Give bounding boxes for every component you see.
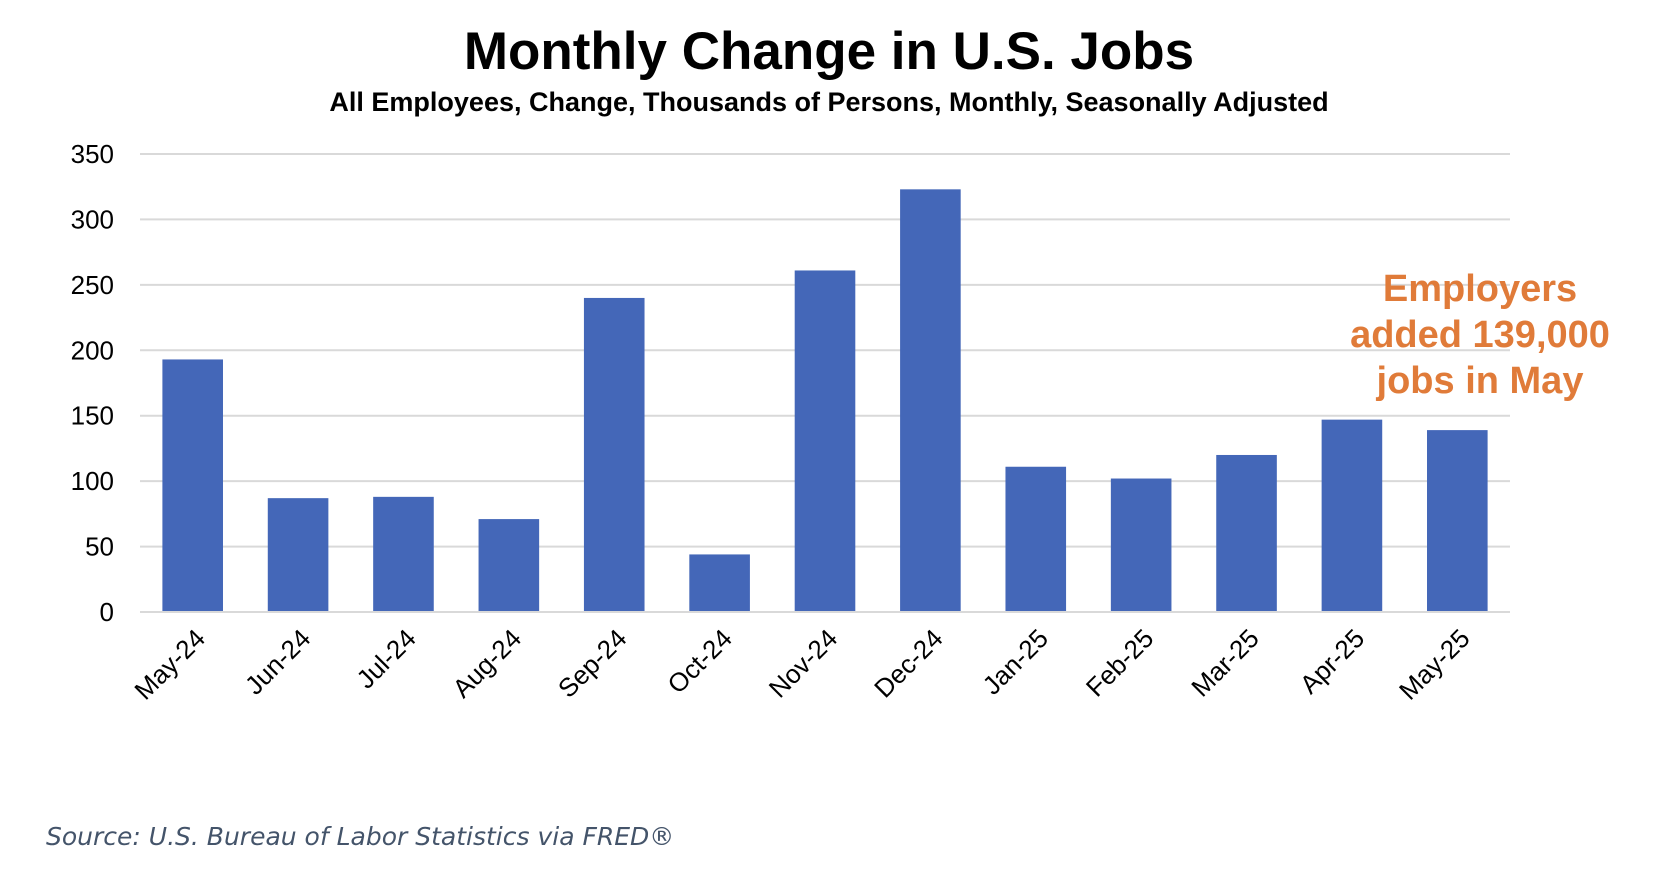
bar [162,359,223,612]
x-tick-label: Aug-24 [447,623,527,703]
x-tick-label: Jun-24 [239,623,316,700]
x-tick-label: Apr-25 [1294,623,1370,699]
y-tick-label: 350 [71,139,114,169]
bar [1216,454,1277,612]
x-tick-label: Sep-24 [552,623,632,703]
chart-title: Monthly Change in U.S. Jobs [463,22,1195,81]
chart-subtitle: All Employees, Change, Thousands of Pers… [329,87,1329,117]
x-tick-label: Jan-25 [977,623,1054,700]
chart-annotation: Employers added 139,000 jobs in May [1300,266,1658,404]
bar [1110,478,1172,612]
x-tick-label: Mar-25 [1185,623,1264,702]
annotation-line-2: added 139,000 [1350,314,1610,356]
y-tick-label: 100 [71,466,114,496]
bar [794,270,856,612]
source-note: Source: U.S. Bureau of Labor Statistics … [46,822,675,851]
x-tick-label: May-24 [128,623,211,706]
x-tick-label: Dec-24 [868,623,948,703]
x-tick-label: Jul-24 [350,623,421,694]
y-tick-label: 250 [71,270,114,300]
bar [1321,419,1383,612]
x-tick-label: Feb-25 [1080,623,1159,702]
annotation-line-1: Employers [1382,268,1578,310]
annotation-line-3: jobs in May [1376,360,1584,402]
y-tick-label: 50 [85,532,114,562]
y-tick-label: 0 [100,597,114,627]
bar [900,189,961,612]
y-tick-label: 200 [71,335,114,365]
bar [478,519,540,612]
x-tick-label: Oct-24 [661,623,737,699]
bar [267,498,329,612]
bar [373,496,434,612]
bar [1427,430,1488,612]
bar [1005,466,1067,612]
bar [689,554,750,612]
x-tick-label: Nov-24 [763,623,843,703]
y-tick-label: 150 [71,401,114,431]
bar [583,297,645,612]
x-tick-label: May-25 [1393,623,1476,706]
y-tick-label: 300 [71,204,114,234]
